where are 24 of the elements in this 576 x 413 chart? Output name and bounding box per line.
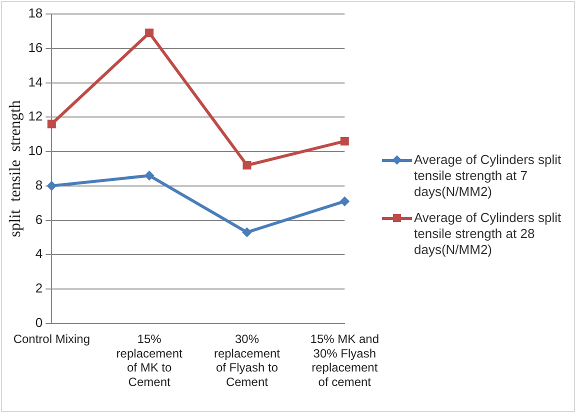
point — [340, 136, 349, 146]
x-tick-label: 15% MK and 30% Flyash replacement of cement — [310, 332, 380, 390]
y-axis-title: split tensile strength — [6, 100, 24, 238]
y-tick-label: 6 — [35, 212, 43, 227]
y-tick-label: 10 — [28, 143, 43, 158]
x-tick-label: 15% replacement of MK to Cement — [116, 332, 183, 390]
point — [144, 170, 154, 181]
point — [47, 120, 56, 128]
y-tick-label: 8 — [35, 177, 43, 192]
legend-label: Average of Cylinders split tensile strength at 7 days(N/MM2) — [414, 152, 562, 200]
x-tick-label: Control Mixing — [13, 332, 90, 346]
y-tick-label: 0 — [35, 314, 43, 330]
point — [242, 161, 252, 170]
y-tick-label: 12 — [28, 108, 43, 124]
legend-label: Average of Cylinders split tensile strength at 28 days(N/MM2) — [414, 210, 562, 258]
point — [145, 28, 154, 38]
y-tick-label: 2 — [35, 280, 43, 296]
y-tick-label: 14 — [28, 74, 43, 90]
y-tick-label: 18 — [28, 6, 43, 21]
y-tick-label: 4 — [35, 246, 43, 262]
y-tick-label: 16 — [28, 40, 43, 55]
x-tick-label: 30% replacement of Flyash to Cement — [214, 332, 281, 390]
point — [340, 196, 350, 206]
point — [242, 227, 252, 238]
